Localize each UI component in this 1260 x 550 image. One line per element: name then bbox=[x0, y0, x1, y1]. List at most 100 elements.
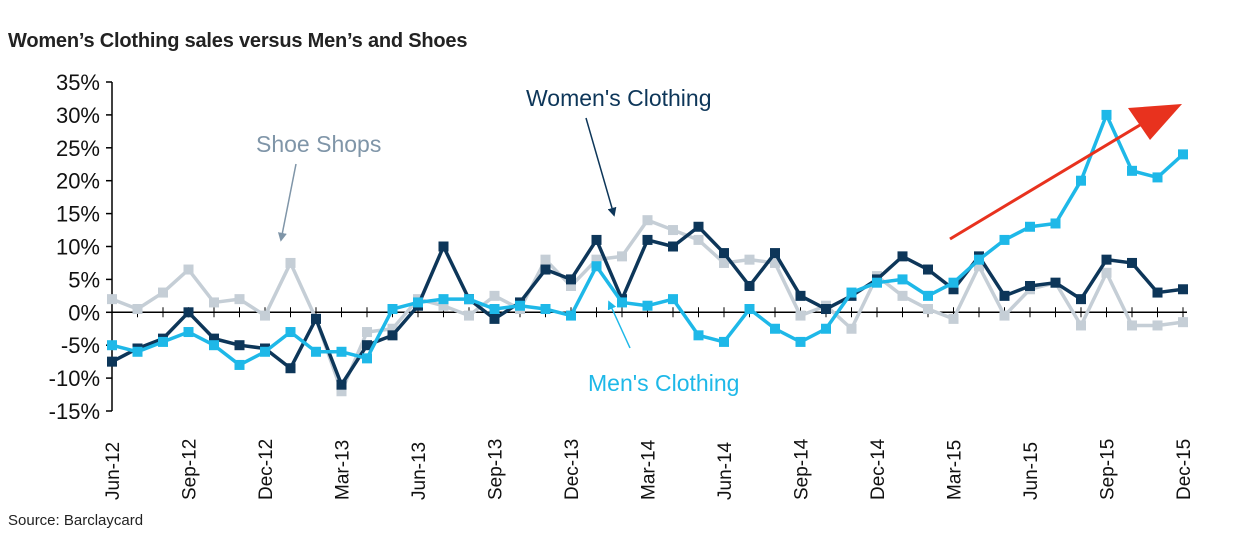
data-point bbox=[1127, 320, 1137, 331]
data-point bbox=[923, 304, 933, 315]
data-point bbox=[387, 323, 398, 334]
data-point bbox=[1025, 221, 1035, 232]
data-point bbox=[719, 257, 729, 268]
data-point bbox=[1178, 284, 1188, 295]
data-point bbox=[795, 336, 806, 347]
trend-arrow-shaft bbox=[949, 123, 1141, 241]
data-point bbox=[642, 300, 653, 311]
data-point bbox=[668, 294, 678, 305]
x-tick-label: Dec-12 bbox=[256, 439, 277, 500]
annotation-arrow-shoe-shops bbox=[277, 163, 297, 242]
annotation-mens-clothing: Men's Clothing bbox=[588, 370, 739, 396]
data-point bbox=[540, 304, 551, 315]
data-point bbox=[209, 297, 219, 308]
data-point bbox=[413, 297, 423, 308]
data-point bbox=[362, 340, 372, 351]
data-point bbox=[744, 280, 755, 291]
data-point bbox=[846, 287, 857, 298]
data-point bbox=[285, 257, 296, 268]
data-point bbox=[336, 379, 347, 390]
data-point bbox=[1076, 320, 1086, 331]
data-point bbox=[591, 261, 602, 272]
data-point bbox=[107, 340, 117, 351]
data-point bbox=[897, 251, 908, 262]
annotation-shoe-shops: Shoe Shops bbox=[256, 131, 381, 157]
data-point bbox=[923, 290, 933, 301]
data-point bbox=[719, 336, 729, 347]
data-point bbox=[821, 323, 831, 334]
data-point bbox=[387, 304, 398, 315]
annotations: Shoe Shops Women's Clothing Men's Clothing bbox=[256, 85, 1182, 396]
data-point bbox=[591, 234, 602, 245]
data-point bbox=[183, 327, 194, 338]
data-point bbox=[183, 307, 194, 318]
data-point bbox=[132, 346, 143, 357]
data-point bbox=[234, 359, 245, 370]
data-point bbox=[489, 313, 500, 324]
data-point bbox=[285, 363, 296, 374]
x-tick-label: Sep-15 bbox=[1098, 439, 1119, 500]
data-point bbox=[362, 327, 372, 338]
y-tick-label: 20% bbox=[56, 169, 100, 194]
data-point bbox=[234, 294, 245, 305]
data-point bbox=[897, 274, 908, 285]
data-point bbox=[1050, 218, 1061, 229]
y-tick-label: 0% bbox=[68, 300, 100, 325]
x-tick-label: Jun-12 bbox=[103, 442, 124, 500]
y-tick-label: -15% bbox=[49, 399, 100, 424]
data-point bbox=[948, 277, 959, 288]
x-axis: Jun-12 Sep-12 Dec-12 Mar-13 Jun-13 Sep-13 Dec-… bbox=[103, 307, 1195, 500]
data-point bbox=[336, 346, 347, 357]
data-point bbox=[948, 313, 959, 324]
data-point bbox=[642, 234, 653, 245]
data-point bbox=[107, 294, 117, 305]
data-point bbox=[744, 304, 755, 315]
x-tick-label: Dec-15 bbox=[1174, 439, 1195, 500]
data-point bbox=[566, 274, 576, 285]
data-point bbox=[311, 313, 321, 324]
data-point bbox=[642, 215, 653, 226]
data-point bbox=[311, 346, 321, 357]
x-tick-label: Jun-14 bbox=[715, 441, 736, 500]
data-point bbox=[489, 290, 500, 301]
x-tick-label: Jun-13 bbox=[409, 442, 430, 500]
data-point bbox=[1127, 257, 1137, 268]
data-point bbox=[336, 386, 347, 397]
x-tick-label: Sep-14 bbox=[792, 438, 813, 500]
data-point bbox=[668, 225, 678, 236]
y-axis: 35% 30% 25% 20% 15% 10% 5% 0% -5% -10% -15% bbox=[49, 70, 113, 424]
data-point bbox=[974, 254, 984, 265]
data-point bbox=[566, 280, 576, 291]
series-men-s-clothing bbox=[107, 109, 1188, 370]
data-point bbox=[387, 330, 398, 341]
data-point bbox=[617, 251, 627, 262]
data-point bbox=[1152, 320, 1163, 331]
data-point bbox=[948, 284, 959, 295]
data-point bbox=[464, 310, 474, 321]
y-tick-label: 5% bbox=[68, 267, 100, 292]
data-point bbox=[770, 323, 780, 334]
data-point bbox=[693, 234, 704, 245]
data-point bbox=[540, 254, 551, 265]
data-point bbox=[132, 304, 143, 315]
y-tick-label: 15% bbox=[56, 202, 100, 227]
data-point bbox=[591, 254, 602, 265]
data-point bbox=[719, 248, 729, 259]
data-point bbox=[1101, 254, 1112, 265]
data-point bbox=[1025, 280, 1035, 291]
data-point bbox=[744, 254, 755, 265]
data-point bbox=[183, 264, 194, 275]
x-tick-label: Dec-14 bbox=[868, 438, 889, 500]
data-point bbox=[1152, 172, 1163, 183]
data-point bbox=[923, 264, 933, 275]
data-point bbox=[693, 330, 704, 341]
data-point bbox=[846, 323, 857, 334]
data-point bbox=[1101, 109, 1112, 120]
data-point bbox=[158, 336, 168, 347]
data-point bbox=[770, 248, 780, 259]
x-tick-label: Jun-15 bbox=[1021, 442, 1042, 500]
y-tick-label: 10% bbox=[56, 235, 100, 260]
chart-source: Source: Barclaycard bbox=[8, 512, 144, 529]
data-point bbox=[1050, 277, 1061, 288]
x-tick-label: Mar-13 bbox=[333, 440, 354, 500]
